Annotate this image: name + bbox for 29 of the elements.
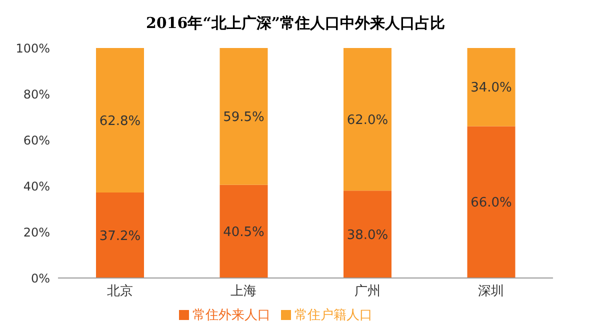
x-tick-label: 北京 <box>106 284 133 300</box>
x-tick-label: 深圳 <box>478 284 504 300</box>
bar <box>467 126 516 278</box>
data-label: 62.8% <box>99 114 141 129</box>
x-tick-label: 上海 <box>230 284 257 300</box>
data-label: 38.0% <box>346 228 388 243</box>
bar <box>220 184 268 278</box>
y-tick-label: 80% <box>23 87 50 102</box>
data-label: 59.5% <box>223 110 264 126</box>
bar <box>344 48 392 191</box>
legend-label: 常住户籍人口 <box>294 308 372 323</box>
legend-label: 常住外来人口 <box>192 308 270 323</box>
y-tick-label: 20% <box>23 225 50 240</box>
data-label: 37.2% <box>99 228 141 244</box>
chart-title: 2016年“北上广深”常住人口中外来人口占比 <box>144 13 446 34</box>
y-tick-label: 40% <box>23 179 50 194</box>
bar <box>220 48 268 185</box>
bar <box>344 190 392 278</box>
data-label: 34.0% <box>470 80 512 96</box>
bar <box>96 192 144 278</box>
y-tick-label: 0% <box>30 271 50 286</box>
y-tick-label: 100% <box>16 41 50 56</box>
bar <box>96 48 144 192</box>
y-tick-label: 60% <box>23 133 50 148</box>
bar <box>467 48 516 126</box>
data-label: 66.0% <box>470 196 512 211</box>
data-label: 62.0% <box>346 112 388 128</box>
x-tick-label: 广州 <box>354 284 380 300</box>
data-label: 40.5% <box>223 225 264 240</box>
